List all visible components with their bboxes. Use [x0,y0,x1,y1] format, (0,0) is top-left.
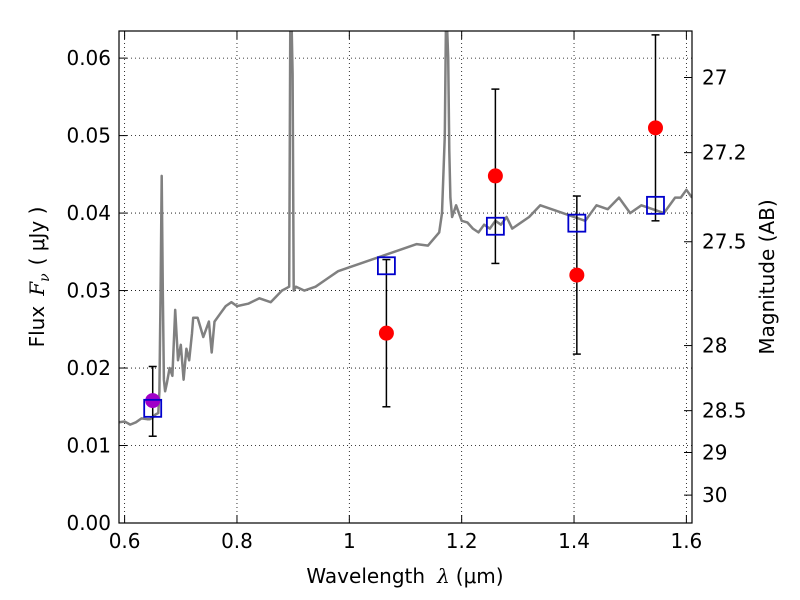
x-axis-label: Wavelength [306,564,425,588]
y2-tick-label: 27.2 [702,141,747,165]
y2-tick-label: 28.5 [702,399,747,423]
x-axis-symbol: λ [436,564,450,588]
plot-area [119,31,692,523]
y2-tick-label: 27 [702,65,727,89]
measured-point [647,120,663,136]
y-axis-unit: ( μJy ) [25,207,49,266]
y-tick-label: 0.01 [66,434,111,458]
model-point [143,398,163,418]
measured-point [487,168,503,184]
y2-tick-label: 27.5 [702,230,747,254]
x-tick-label: 1.4 [558,529,590,553]
model-point [376,256,396,276]
axis-ticks: 0.6 0.8 1 1.2 1.4 1.6 0.00 0.01 0.02 0.03 0.04 0.05… [66,31,747,553]
x-axis-unit: (μm) [456,564,504,588]
y-tick-label: 0.06 [66,46,111,70]
y-axis-subscript: ν [37,273,53,282]
x-tick-label: 1 [343,529,356,553]
spectrum-line [119,31,692,426]
y-tick-label: 0.03 [66,279,111,303]
y-axis-label: Flux [25,306,49,348]
y-tick-label: 0.05 [66,124,111,148]
plot-frame [118,30,693,524]
x-tick-label: 0.6 [109,529,141,553]
y-axis-title: Flux Fν ( μJy ) [25,207,53,348]
x-tick-label: 0.8 [221,529,253,553]
data-marks [119,31,692,437]
model-point [485,216,505,236]
y2-tick-label: 28 [702,334,727,358]
y2-tick-label: 29 [702,440,727,464]
y2-axis-title: Magnitude (AB) [755,199,779,354]
model-point [567,213,587,233]
x-tick-label: 1.6 [670,529,702,553]
x-axis-title: Wavelength λ (μm) [306,564,503,588]
x-tick-label: 1.2 [446,529,478,553]
y-tick-label: 0.00 [66,511,111,535]
y2-tick-label: 30 [702,483,727,507]
y-axis-symbol: F [25,281,49,297]
model-point [646,195,665,215]
measured-point [378,325,394,341]
y-tick-label: 0.04 [66,201,111,225]
measured-point [569,267,585,283]
y-tick-label: 0.02 [66,356,111,380]
